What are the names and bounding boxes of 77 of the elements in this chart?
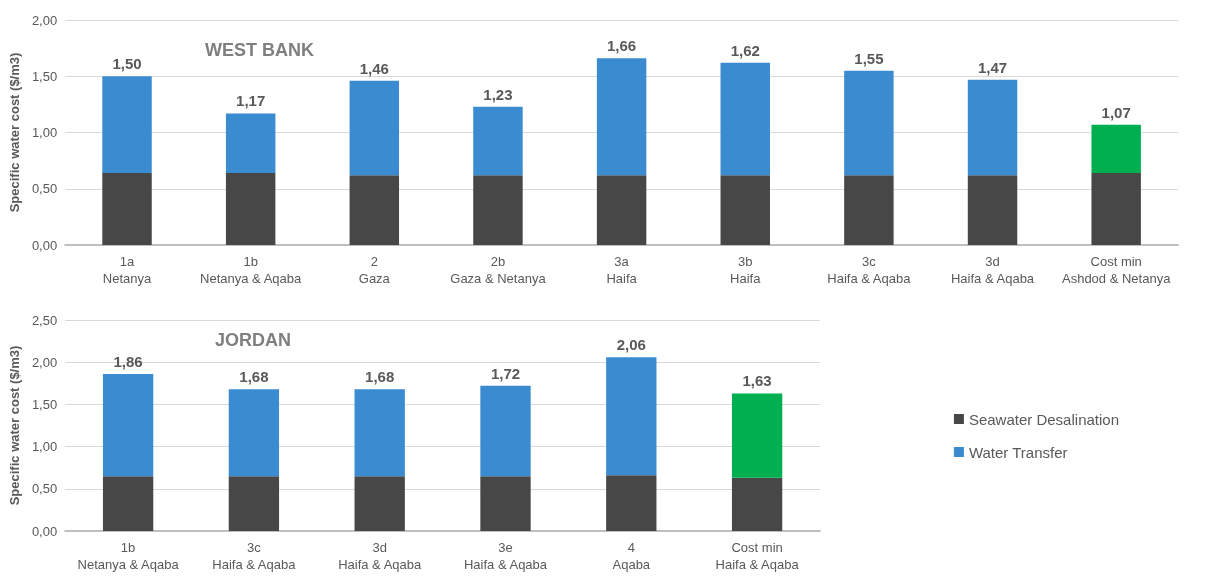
bar — [473, 175, 523, 245]
total-label: 1,86 — [113, 353, 143, 371]
y-axis-title: Specific water cost ($/m3) — [7, 52, 22, 213]
bar — [606, 475, 657, 531]
y-tick-label: 2,50 — [31, 312, 58, 328]
y-tick-label: 0,50 — [31, 181, 58, 197]
bar — [354, 389, 405, 477]
total-label: 1,50 — [112, 55, 142, 73]
x-tick-label: 3d Haifa & Aqaba — [338, 540, 423, 572]
y-tick-label: 0,00 — [31, 237, 58, 253]
total-label: 1,55 — [854, 49, 884, 67]
bar — [102, 173, 152, 245]
x-tick-label: 3d Haifa & Aqaba — [950, 254, 1035, 286]
y-tick-label: 1,50 — [31, 396, 58, 412]
x-tick-label: 2b Gaza & Netanya — [450, 254, 547, 286]
bar — [967, 79, 1018, 176]
x-tick-label: 3a Haifa — [606, 254, 638, 286]
x-tick-label: Cost min Ashdod & Netanya — [1061, 254, 1172, 286]
bar — [606, 357, 657, 476]
total-label: 1,68 — [239, 368, 269, 386]
x-tick-label: 3e Haifa & Aqaba — [463, 540, 548, 572]
x-tick-label: 3c Haifa & Aqaba — [827, 254, 912, 286]
bar — [228, 476, 280, 531]
bar — [731, 393, 783, 478]
bar — [596, 175, 647, 245]
bar — [844, 70, 894, 176]
total-label: 1,17 — [236, 92, 266, 110]
bar — [1091, 124, 1141, 173]
legend-label: Water Transfer — [968, 443, 1068, 461]
bar — [228, 389, 280, 477]
total-label: 1,47 — [977, 58, 1008, 76]
total-label: 1,23 — [483, 85, 513, 103]
total-label: 1,66 — [607, 37, 637, 55]
bar — [102, 476, 154, 531]
text: WEST BANK — [205, 40, 314, 60]
y-tick-label: 0,00 — [31, 523, 58, 539]
total-label: 1,07 — [1101, 103, 1131, 121]
x-tick-label: 1a Netanya — [102, 254, 152, 286]
bar — [480, 385, 531, 477]
bar — [1091, 173, 1141, 245]
y-tick-label: 2,00 — [31, 12, 58, 28]
x-tick-label: 2 Gaza — [358, 254, 391, 286]
x-tick-label: 3b Haifa — [730, 254, 762, 286]
text: JORDAN — [215, 330, 292, 350]
y-tick-label: 1,00 — [31, 125, 58, 140]
bar — [102, 374, 154, 477]
bar — [473, 106, 523, 176]
y-tick-label: 1,50 — [31, 68, 58, 84]
total-label: 1,63 — [742, 372, 772, 390]
bar — [480, 476, 531, 531]
bar — [596, 58, 647, 176]
x-tick-label: 3c Haifa & Aqaba — [212, 540, 297, 572]
bar — [354, 476, 405, 531]
y-tick-label: 0,50 — [31, 481, 58, 497]
x-tick-label: 4 Aqaba — [612, 540, 651, 572]
x-tick-label: 1b Netanya & Aqaba — [77, 540, 180, 572]
y-tick-label: 1,00 — [31, 439, 58, 455]
x-tick-label: 1b Netanya & Aqaba — [200, 254, 303, 286]
total-label: 1,68 — [365, 368, 395, 386]
bar — [349, 80, 400, 176]
bar — [720, 62, 770, 176]
total-label: 2,06 — [616, 336, 646, 354]
total-label: 1,46 — [359, 59, 389, 77]
legend-label: Seawater Desalination — [968, 410, 1120, 428]
bar — [102, 76, 152, 173]
bar — [720, 175, 770, 245]
bar — [967, 175, 1018, 245]
y-tick-label: 2,00 — [31, 354, 58, 370]
total-label: 1,72 — [490, 364, 521, 382]
bar — [731, 477, 783, 531]
y-axis-title: Specific water cost ($/m3) — [7, 345, 22, 506]
bar — [349, 175, 400, 245]
total-label: 1,62 — [730, 41, 760, 59]
bar — [844, 175, 894, 245]
bar — [225, 113, 276, 173]
bar — [225, 173, 276, 245]
x-tick-label: Cost min Haifa & Aqaba — [715, 540, 800, 572]
